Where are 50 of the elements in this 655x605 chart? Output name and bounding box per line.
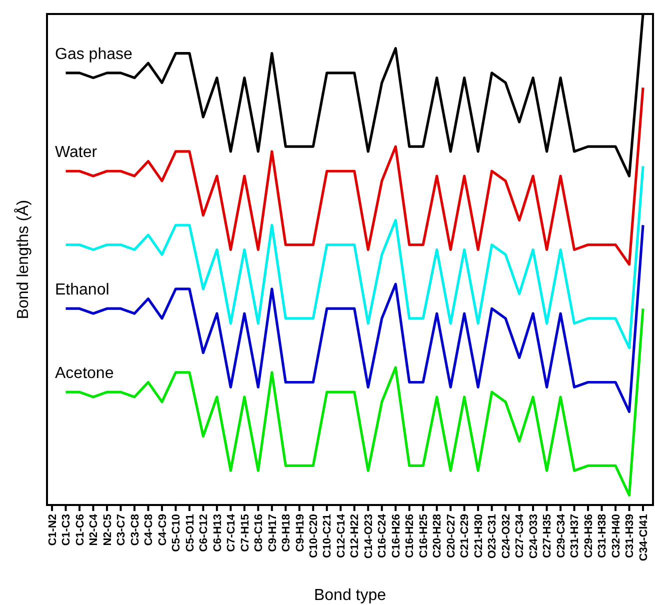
x-tick-label: C29-H36 bbox=[582, 514, 595, 558]
x-tick-label: C3-C8 bbox=[129, 514, 142, 546]
x-tick-label: C6-C12 bbox=[198, 514, 210, 552]
y-axis-title: Bond lengths (Å) bbox=[14, 200, 32, 320]
x-tick-label: C31-H37 bbox=[569, 514, 582, 558]
x-tick-label: C31-H38 bbox=[596, 514, 609, 558]
x-tick-label: C29-C34 bbox=[555, 513, 568, 558]
x-tick-label: O23-C31 bbox=[486, 514, 499, 559]
x-tick-label: C1-N2 bbox=[46, 514, 59, 546]
x-tick-label: C16-H26 bbox=[404, 514, 416, 558]
x-tick-label: C9-H19 bbox=[294, 514, 306, 552]
x-tick-label: C10-C20 bbox=[308, 514, 320, 558]
x-tick-label: C16-H25 bbox=[418, 514, 430, 558]
x-tick-label: C6-H13 bbox=[212, 514, 224, 552]
x-tick-label: N2-C5 bbox=[102, 514, 114, 546]
x-tick-label: C27-C34 bbox=[514, 513, 526, 558]
series-label: Gas phase bbox=[55, 46, 132, 63]
x-tick-label: C34-Cl41 bbox=[638, 514, 650, 562]
x-tick-label: C32-H40 bbox=[610, 514, 622, 558]
x-tick-label: C21-C29 bbox=[459, 514, 472, 558]
x-tick-label: C1-C3 bbox=[60, 514, 73, 546]
x-tick-label: C16-C24 bbox=[376, 513, 389, 558]
x-tick-label: C12-H22 bbox=[349, 514, 362, 558]
series-label: Acetone bbox=[55, 365, 114, 382]
x-tick-label: C12-C14 bbox=[335, 513, 348, 558]
x-tick-label: C4-C8 bbox=[143, 514, 156, 546]
x-tick-label: C20-H28 bbox=[432, 514, 444, 558]
series-label: Ethanol bbox=[55, 282, 110, 299]
x-tick-label: C1-C6 bbox=[74, 514, 86, 546]
x-tick-label: C9-H17 bbox=[266, 514, 279, 552]
x-tick-label: C14-O23 bbox=[362, 514, 375, 559]
x-tick-label: C24-O32 bbox=[500, 514, 512, 559]
x-tick-label: C27-H35 bbox=[542, 514, 554, 558]
x-tick-label: C7-C14 bbox=[226, 513, 238, 552]
x-tick-label: C20-C27 bbox=[445, 514, 458, 558]
x-axis-title: Bond type bbox=[314, 587, 386, 604]
x-tick-label: C10-C21 bbox=[322, 514, 334, 558]
x-tick-label: C21-H30 bbox=[472, 514, 485, 558]
series-label: Water bbox=[55, 144, 98, 162]
x-tick-label: C7-H15 bbox=[239, 514, 252, 552]
x-tick-label: C5-O11 bbox=[184, 514, 196, 552]
x-tick-label: C4-C9 bbox=[156, 514, 169, 546]
x-tick-label: C9-H18 bbox=[280, 514, 292, 552]
x-tick-label: C3-C7 bbox=[116, 514, 128, 546]
x-tick-label: C16-H26 bbox=[390, 514, 402, 558]
x-tick-label: C24-O33 bbox=[528, 514, 540, 559]
x-tick-label: N2-C4 bbox=[88, 513, 100, 546]
x-tick-label: C5-C10 bbox=[170, 514, 183, 552]
x-tick-label: C31-H39 bbox=[624, 514, 636, 558]
x-tick-label: C8-C16 bbox=[253, 514, 266, 552]
